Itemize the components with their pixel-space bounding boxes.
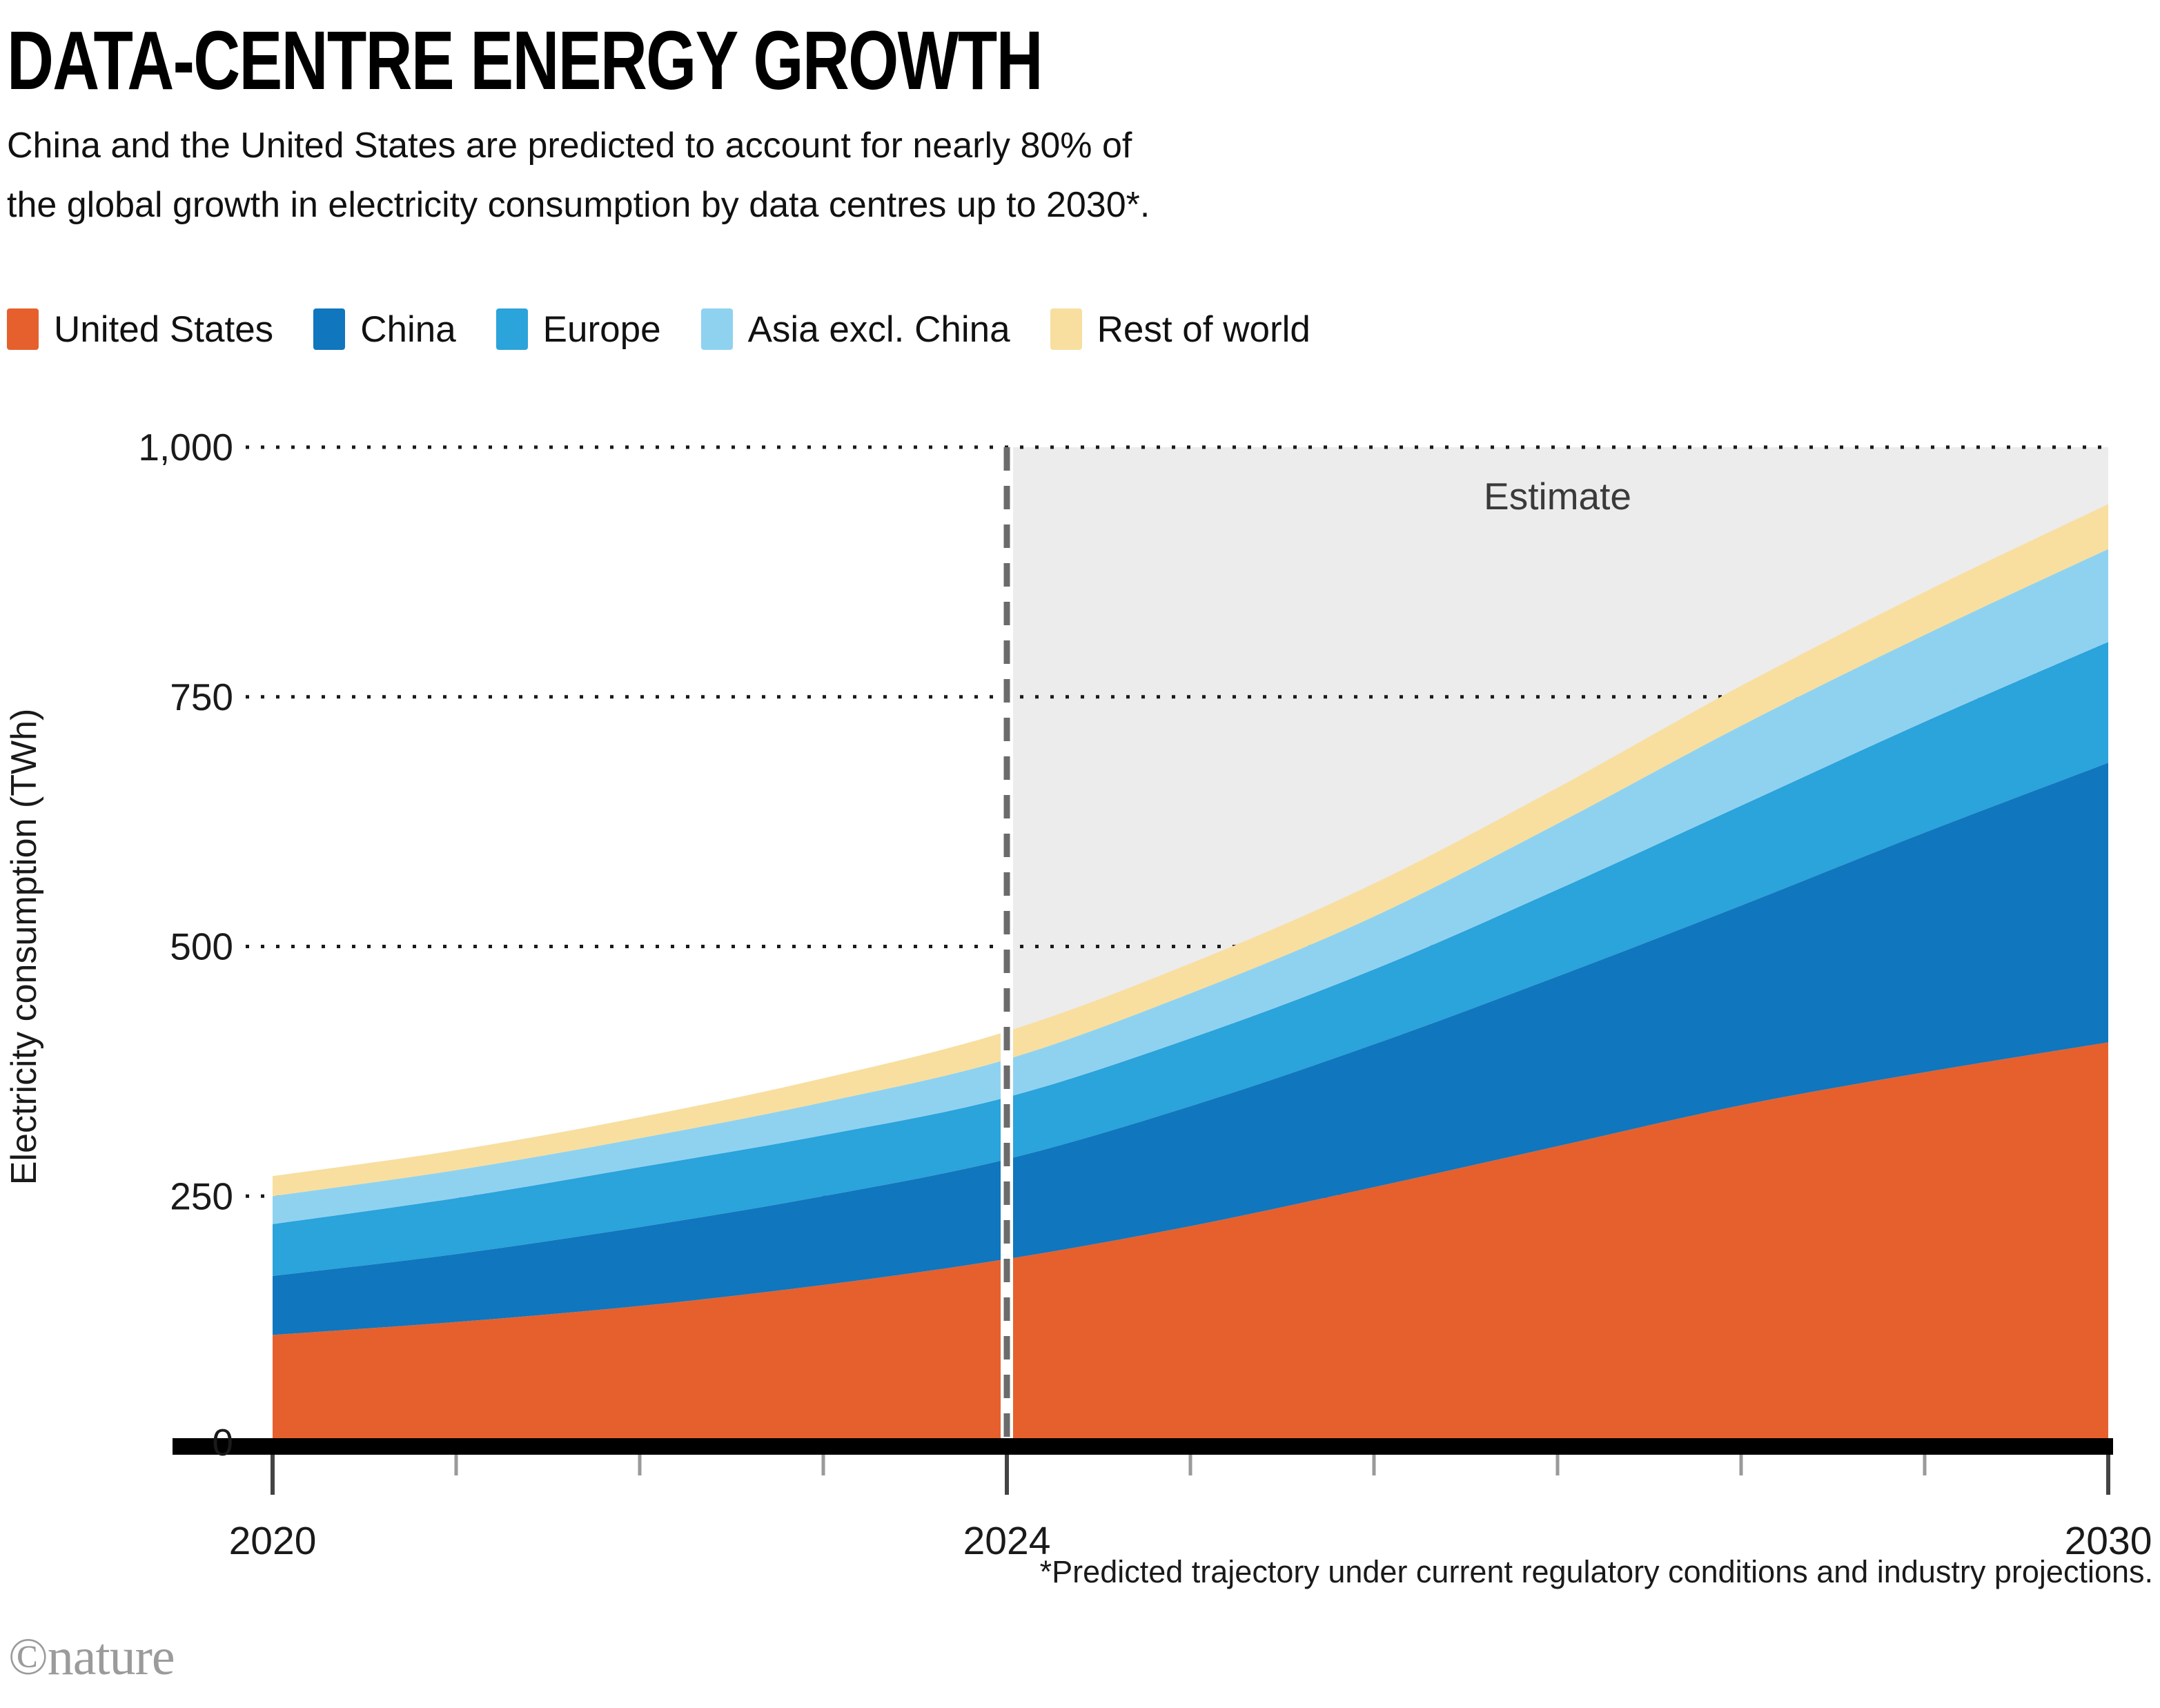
chart-title: DATA-CENTRE ENERGY GROWTH bbox=[7, 14, 1043, 108]
legend-item-asia-excl-china: Asia excl. China bbox=[700, 308, 1010, 351]
y-tick-label-250: 250 bbox=[170, 1175, 233, 1217]
legend-item-united-states: United States bbox=[7, 308, 273, 351]
y-tick-label-0: 0 bbox=[212, 1421, 233, 1464]
legend-swatch-rest-of-world bbox=[1050, 308, 1082, 350]
chart-subtitle: China and the United States are predicte… bbox=[7, 116, 1150, 235]
legend-item-europe: Europe bbox=[495, 308, 661, 351]
chart-subtitle-line2: the global growth in electricity consump… bbox=[7, 185, 1150, 225]
x-tick-label-2030: 2030 bbox=[2065, 1519, 2152, 1563]
legend-swatch-china bbox=[313, 308, 346, 350]
area-china bbox=[273, 763, 2108, 1335]
legend: United States China Europe Asia excl. China… bbox=[7, 298, 1310, 360]
y-tick-label-500: 500 bbox=[170, 925, 233, 968]
nature-logo: ©nature bbox=[8, 1628, 175, 1686]
legend-label-europe: Europe bbox=[542, 308, 661, 350]
legend-label-rest-of-world: Rest of world bbox=[1097, 308, 1310, 350]
legend-swatch-united-states bbox=[7, 308, 39, 350]
y-axis-title: Electricity consumption (TWh) bbox=[4, 709, 44, 1186]
chart-subtitle-line1: China and the United States are predicte… bbox=[7, 126, 1132, 166]
footnote: *Predicted trajectory under current regu… bbox=[1039, 1554, 2153, 1589]
x-tick-label-2020: 2020 bbox=[229, 1519, 317, 1563]
x-tick-label-2024: 2024 bbox=[963, 1519, 1051, 1563]
legend-label-united-states: United States bbox=[54, 308, 274, 350]
legend-item-china: China bbox=[313, 308, 456, 351]
legend-label-asia-excl-china: Asia excl. China bbox=[747, 308, 1010, 350]
legend-item-rest-of-world: Rest of world bbox=[1050, 308, 1310, 351]
legend-label-china: China bbox=[360, 308, 456, 350]
estimate-annotation: Estimate bbox=[1484, 475, 1631, 518]
legend-swatch-asia-excl-china bbox=[700, 308, 733, 350]
area-europe bbox=[273, 642, 2108, 1276]
x-axis-bar bbox=[173, 1438, 2113, 1455]
y-tick-label-1000: 1,000 bbox=[138, 426, 233, 469]
y-tick-label-750: 750 bbox=[170, 676, 233, 718]
area-united-states bbox=[273, 1042, 2108, 1446]
legend-swatch-europe bbox=[495, 308, 528, 350]
